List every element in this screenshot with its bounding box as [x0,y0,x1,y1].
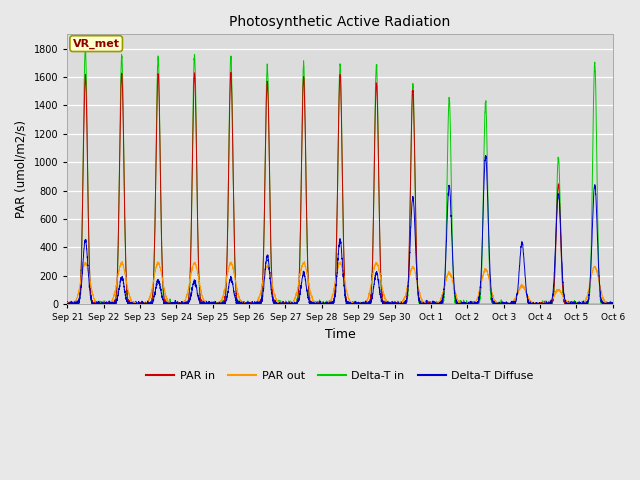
X-axis label: Time: Time [324,328,355,341]
Y-axis label: PAR (umol/m2/s): PAR (umol/m2/s) [15,120,28,218]
Legend: PAR in, PAR out, Delta-T in, Delta-T Diffuse: PAR in, PAR out, Delta-T in, Delta-T Dif… [142,366,538,385]
Title: Photosynthetic Active Radiation: Photosynthetic Active Radiation [229,15,451,29]
Text: VR_met: VR_met [73,38,120,49]
